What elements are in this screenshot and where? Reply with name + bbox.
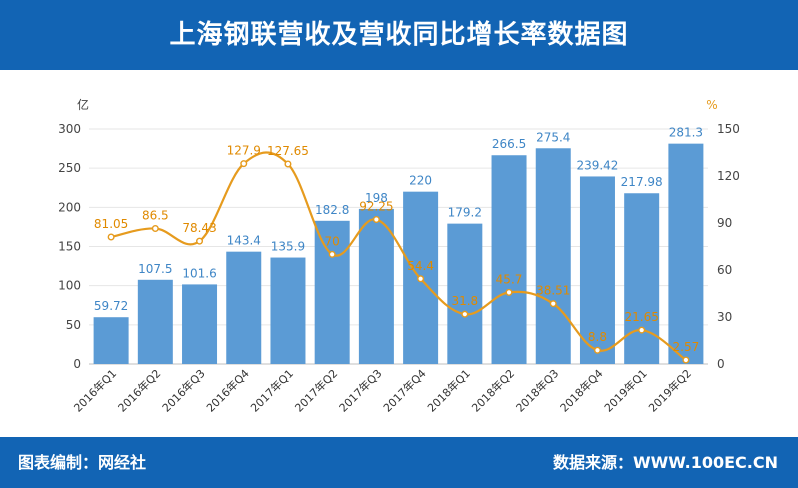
bar bbox=[491, 155, 527, 364]
left-axis: 0 50 100 150 200 250 300 亿 bbox=[58, 97, 89, 371]
bar-value-label: 107.5 bbox=[138, 262, 172, 276]
line-value-label: 127.65 bbox=[267, 144, 309, 158]
bar-value-label: 143.4 bbox=[227, 234, 261, 248]
line-point bbox=[682, 356, 690, 364]
bar-value-label: 239.42 bbox=[576, 158, 618, 172]
x-tick-label: 2016年Q3 bbox=[159, 366, 208, 415]
revenue-chart: 0 50 100 150 200 250 300 亿 0 30 60 90 120 150% 2016年… bbox=[58, 97, 740, 415]
line-point bbox=[372, 215, 380, 223]
footer-banner: 图表编制：网经社 数据来源：WWW.100EC.CN bbox=[0, 437, 798, 488]
data-labels: 59.72 107.5 101.6 143.4 135.9 182.8 198 220 179.… bbox=[94, 126, 703, 354]
bar bbox=[314, 220, 350, 364]
line-point bbox=[196, 237, 204, 245]
line-value-label: 31.8 bbox=[451, 294, 478, 308]
bar-value-label: 179.2 bbox=[448, 206, 482, 220]
left-axis-unit: 亿 bbox=[77, 97, 89, 112]
bar bbox=[624, 193, 660, 364]
x-tick-label: 2019年Q2 bbox=[645, 366, 694, 415]
line-point bbox=[151, 224, 159, 232]
line-point bbox=[549, 300, 557, 308]
bar bbox=[447, 223, 483, 364]
right-tick-label: 60 bbox=[717, 263, 732, 277]
line-value-label: 81.05 bbox=[94, 217, 128, 231]
bar-value-label: 266.5 bbox=[492, 137, 526, 151]
x-tick-label: 2018年Q1 bbox=[424, 366, 473, 415]
right-tick-label: 0 bbox=[717, 357, 725, 371]
left-tick-label: 0 bbox=[73, 357, 81, 371]
line-point bbox=[461, 310, 469, 318]
header-banner: 上海钢联营收及营收同比增长率数据图 bbox=[0, 0, 798, 70]
bar-value-label: 220 bbox=[409, 174, 432, 188]
left-tick-label: 250 bbox=[58, 161, 81, 175]
left-tick-label: 300 bbox=[58, 122, 81, 136]
line-value-label: 38.51 bbox=[536, 284, 570, 298]
line-point bbox=[284, 160, 292, 168]
right-tick-label: 150 bbox=[717, 122, 740, 136]
right-tick-label: 30 bbox=[717, 310, 732, 324]
x-tick-label: 2016年Q4 bbox=[203, 366, 252, 415]
bar bbox=[226, 251, 262, 364]
bar-value-label: 101.6 bbox=[182, 266, 216, 280]
bar bbox=[137, 279, 173, 364]
x-tick-label: 2017年Q2 bbox=[292, 366, 341, 415]
line-value-label: 86.5 bbox=[142, 208, 169, 222]
x-tick-label: 2017年Q4 bbox=[380, 366, 429, 415]
bar bbox=[270, 257, 306, 364]
line-value-label: 92.25 bbox=[359, 199, 393, 213]
bar-value-label: 275.4 bbox=[536, 130, 570, 144]
bar bbox=[579, 176, 615, 364]
x-tick-label: 2016年Q1 bbox=[71, 366, 120, 415]
x-tick-label: 2017年Q1 bbox=[248, 366, 297, 415]
bar bbox=[93, 317, 129, 364]
bar-value-label: 281.3 bbox=[669, 126, 703, 140]
bar-value-label: 198 bbox=[365, 191, 388, 205]
right-tick-label: 120 bbox=[717, 169, 740, 183]
page-title: 上海钢联营收及营收同比增长率数据图 bbox=[169, 20, 629, 50]
bar-value-label: 182.8 bbox=[315, 203, 349, 217]
bar-value-label: 217.98 bbox=[621, 175, 663, 189]
line-value-label: 21.65 bbox=[624, 310, 658, 324]
right-axis: 0 30 60 90 120 150% bbox=[706, 98, 740, 371]
x-tick-label: 2018年Q2 bbox=[469, 366, 518, 415]
bar bbox=[182, 284, 218, 364]
bar-value-label: 59.72 bbox=[94, 299, 128, 313]
bar bbox=[668, 143, 704, 364]
x-tick-label: 2018年Q3 bbox=[513, 366, 562, 415]
growth-line bbox=[110, 151, 687, 361]
line-value-label: 54.4 bbox=[407, 259, 434, 273]
bar-series bbox=[93, 143, 704, 364]
line-value-label: 8.8 bbox=[588, 330, 607, 344]
line-point bbox=[107, 233, 115, 241]
line-point bbox=[593, 346, 601, 354]
x-tick-label: 2019年Q1 bbox=[601, 366, 650, 415]
line-value-label: 45.7 bbox=[496, 272, 523, 286]
line-point bbox=[505, 288, 513, 296]
left-tick-label: 150 bbox=[58, 240, 81, 254]
bar bbox=[358, 208, 394, 364]
growth-line-series bbox=[107, 151, 690, 364]
left-tick-label: 50 bbox=[66, 318, 81, 332]
line-point bbox=[638, 326, 646, 334]
line-point bbox=[417, 275, 425, 283]
line-point bbox=[328, 250, 336, 258]
x-tick-label: 2017年Q3 bbox=[336, 366, 385, 415]
x-axis: 2016年Q12016年Q22016年Q32016年Q42017年Q12017年… bbox=[71, 366, 694, 415]
chart-author: 图表编制：网经社 bbox=[18, 453, 147, 472]
right-tick-label: 90 bbox=[717, 216, 732, 230]
left-tick-label: 200 bbox=[58, 200, 81, 214]
left-tick-label: 100 bbox=[58, 279, 81, 293]
line-value-label: 78.43 bbox=[182, 221, 216, 235]
line-value-label: 2.57 bbox=[673, 340, 700, 354]
right-axis-unit: % bbox=[706, 98, 717, 112]
x-tick-label: 2016年Q2 bbox=[115, 366, 164, 415]
line-point bbox=[240, 160, 248, 168]
data-source: 数据来源：WWW.100EC.CN bbox=[552, 453, 778, 472]
bar-value-label: 135.9 bbox=[271, 240, 305, 254]
line-value-label: 70 bbox=[325, 234, 340, 248]
x-tick-label: 2018年Q4 bbox=[557, 366, 606, 415]
bar bbox=[535, 148, 571, 364]
line-value-label: 127.9 bbox=[227, 144, 261, 158]
